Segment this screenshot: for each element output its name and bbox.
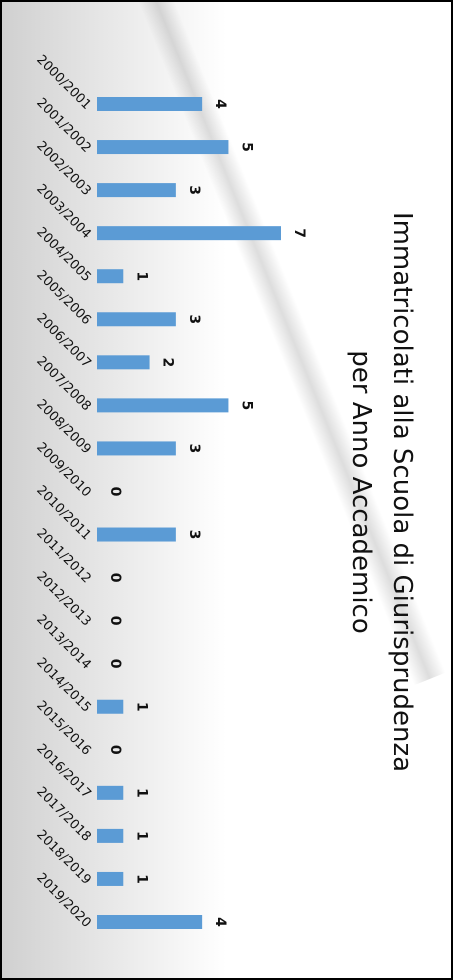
- bar: [97, 226, 281, 241]
- bar: [97, 915, 203, 929]
- bar: [97, 699, 124, 714]
- bar: [97, 398, 229, 413]
- value-label: 1: [133, 788, 149, 798]
- bar: [97, 355, 150, 370]
- value-label: 0: [107, 487, 123, 497]
- value-label: 7: [291, 228, 307, 238]
- bar: [97, 269, 124, 284]
- value-labels: 4 5 3 7 1 3 2 5 3 0 3 0 0 0 1 0 1 1 1 4: [107, 99, 307, 927]
- bar: [97, 785, 124, 800]
- value-label: 3: [186, 530, 202, 540]
- value-label: 0: [107, 659, 123, 669]
- value-label: 3: [186, 314, 202, 324]
- category-labels: 2000/20012001/20022002/20032003/20042004…: [33, 52, 94, 931]
- value-label: 0: [107, 616, 123, 626]
- value-label: 4: [212, 99, 228, 109]
- value-label: 0: [107, 573, 123, 583]
- value-label: 1: [133, 874, 149, 884]
- bar: [97, 97, 203, 111]
- bar: [97, 527, 176, 542]
- bar: [97, 140, 229, 155]
- value-label: 1: [133, 831, 149, 841]
- chart-title: Immatricolati alla Scuola di Giurisprude…: [346, 212, 417, 772]
- chart-title-line-2: per Anno Accademico: [346, 350, 376, 633]
- bar: [97, 183, 176, 198]
- value-label: 0: [107, 745, 123, 755]
- value-label: 2: [160, 357, 176, 367]
- value-label: 1: [133, 271, 149, 281]
- bars: [97, 97, 281, 929]
- bar: [97, 871, 124, 886]
- value-label: 3: [186, 185, 202, 195]
- bar: [97, 312, 176, 327]
- value-label: 4: [212, 917, 228, 927]
- chart-title-line-1: Immatricolati alla Scuola di Giurisprude…: [387, 212, 417, 772]
- bar: [97, 441, 176, 456]
- value-label: 3: [186, 444, 202, 454]
- value-label: 5: [238, 142, 254, 152]
- bar: [97, 828, 124, 843]
- value-label: 1: [133, 702, 149, 712]
- value-label: 5: [238, 400, 254, 410]
